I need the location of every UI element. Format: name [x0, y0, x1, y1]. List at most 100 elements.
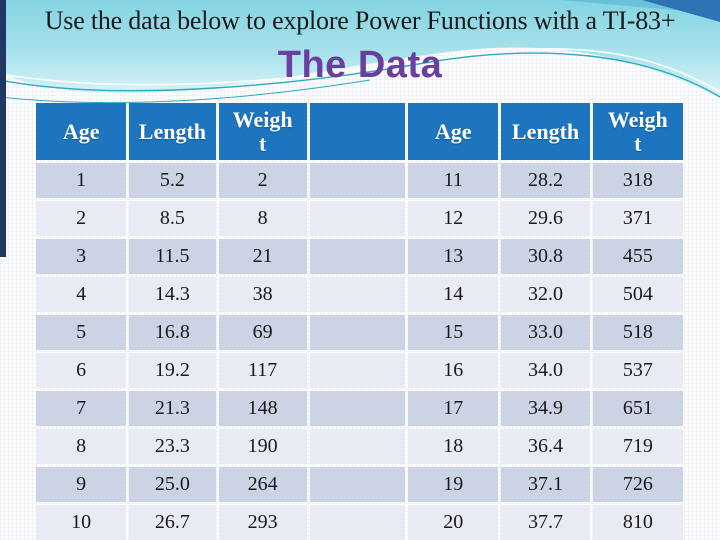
table-row: 4 14.3 38 14 32.0 504: [36, 277, 683, 312]
table-row: 5 16.8 69 15 33.0 518: [36, 315, 683, 350]
wave-fill: [0, 0, 720, 98]
wave-line-teal-1: [0, 52, 720, 98]
cell-weight: 69: [218, 315, 307, 350]
cell-weight: 293: [218, 505, 307, 540]
cell-weight: 537: [592, 353, 683, 388]
column-header-label: Length: [138, 118, 207, 144]
table-row: 6 19.2 117 16 34.0 537: [36, 353, 683, 388]
cell-length: 34.0: [501, 353, 590, 388]
cell-length: 16.8: [129, 315, 216, 350]
cell-length: 37.1: [501, 467, 590, 502]
table-row: 9 25.0 264 19 37.1 726: [36, 467, 683, 502]
cell-weight: 21: [218, 239, 307, 274]
cell-age: 4: [36, 277, 127, 312]
cell-length: 11.5: [129, 239, 216, 274]
slide-title: Use the data below to explore Power Func…: [44, 6, 676, 35]
corner-wedge-blue: [642, 0, 720, 22]
cell-length: 30.8: [501, 239, 590, 274]
cell-age: 18: [408, 429, 499, 464]
table-body: 1 5.2 2 11 28.2 318 2 8.5 8 12 29.6 371 3 11.5 21 13 30.…: [36, 163, 683, 540]
column-header-age: Age: [408, 103, 499, 160]
cell-spacer: [309, 239, 406, 274]
cell-length: 14.3: [129, 277, 216, 312]
cell-length: 21.3: [129, 391, 216, 426]
table-row: 7 21.3 148 17 34.9 651: [36, 391, 683, 426]
cell-spacer: [309, 201, 406, 236]
cell-weight: 719: [592, 429, 683, 464]
cell-length: 37.7: [501, 505, 590, 540]
column-header-label: Weight: [607, 107, 668, 156]
cell-spacer: [309, 277, 406, 312]
table-row: 10 26.7 293 20 37.7 810: [36, 505, 683, 540]
cell-weight: 264: [218, 467, 307, 502]
cell-weight: 318: [592, 163, 683, 198]
cell-length: 29.6: [501, 201, 590, 236]
cell-age: 11: [408, 163, 499, 198]
cell-age: 5: [36, 315, 127, 350]
cell-age: 12: [408, 201, 499, 236]
cell-spacer: [309, 467, 406, 502]
column-header-label: Age: [434, 118, 472, 144]
cell-age: 20: [408, 505, 499, 540]
cell-weight: 190: [218, 429, 307, 464]
cell-age: 14: [408, 277, 499, 312]
cell-length: 26.7: [129, 505, 216, 540]
cell-spacer: [309, 429, 406, 464]
wave-banner-graphic: [0, 0, 720, 104]
cell-weight: 2: [218, 163, 307, 198]
cell-weight: 8: [218, 201, 307, 236]
cell-weight: 810: [592, 505, 683, 540]
cell-length: 33.0: [501, 315, 590, 350]
cell-age: 17: [408, 391, 499, 426]
cell-length: 23.3: [129, 429, 216, 464]
table-header-row: Age Length Weight Age Length Weight: [36, 103, 683, 160]
cell-weight: 148: [218, 391, 307, 426]
cell-age: 6: [36, 353, 127, 388]
cell-weight: 38: [218, 277, 307, 312]
column-header-weight: Weight: [592, 103, 683, 160]
cell-weight: 455: [592, 239, 683, 274]
cell-weight: 117: [218, 353, 307, 388]
cell-length: 19.2: [129, 353, 216, 388]
cell-weight: 651: [592, 391, 683, 426]
cell-age: 1: [36, 163, 127, 198]
left-accent-bar: [0, 0, 6, 257]
header-row: Age Length Weight Age Length Weight: [36, 103, 683, 160]
column-header-length: Length: [501, 103, 590, 160]
column-header-label: Weight: [232, 107, 293, 156]
cell-age: 16: [408, 353, 499, 388]
column-header-age: Age: [36, 103, 127, 160]
cell-weight: 726: [592, 467, 683, 502]
column-header-spacer: [309, 103, 406, 160]
cell-length: 34.9: [501, 391, 590, 426]
cell-length: 25.0: [129, 467, 216, 502]
column-header-length: Length: [129, 103, 216, 160]
cell-age: 3: [36, 239, 127, 274]
cell-age: 10: [36, 505, 127, 540]
cell-age: 9: [36, 467, 127, 502]
column-header-label: Age: [62, 118, 100, 144]
cell-length: 32.0: [501, 277, 590, 312]
data-table: Age Length Weight Age Length Weight 1 5.2 2 11 28…: [33, 100, 686, 540]
cell-spacer: [309, 353, 406, 388]
cell-length: 36.4: [501, 429, 590, 464]
cell-age: 7: [36, 391, 127, 426]
cell-spacer: [309, 505, 406, 540]
cell-age: 19: [408, 467, 499, 502]
cell-spacer: [309, 163, 406, 198]
table-row: 8 23.3 190 18 36.4 719: [36, 429, 683, 464]
cell-age: 8: [36, 429, 127, 464]
cell-weight: 371: [592, 201, 683, 236]
table-row: 3 11.5 21 13 30.8 455: [36, 239, 683, 274]
cell-length: 8.5: [129, 201, 216, 236]
wave-line-white: [0, 48, 720, 93]
cell-spacer: [309, 315, 406, 350]
slide-subtitle: The Data: [277, 44, 443, 86]
cell-age: 13: [408, 239, 499, 274]
wave-line-teal-2: [0, 79, 371, 104]
cell-spacer: [309, 391, 406, 426]
cell-length: 5.2: [129, 163, 216, 198]
cell-age: 2: [36, 201, 127, 236]
cell-age: 15: [408, 315, 499, 350]
